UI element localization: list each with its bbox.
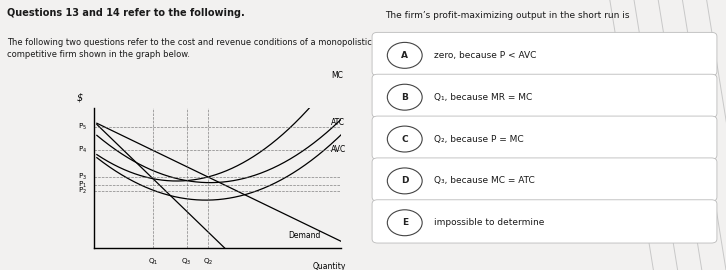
Text: AVC: AVC <box>331 145 346 154</box>
Circle shape <box>388 210 423 236</box>
FancyBboxPatch shape <box>372 32 717 76</box>
Text: Demand: Demand <box>288 231 320 240</box>
Text: ATC: ATC <box>331 118 346 127</box>
FancyBboxPatch shape <box>372 158 717 201</box>
Text: Q$_3$: Q$_3$ <box>182 257 192 267</box>
FancyBboxPatch shape <box>372 74 717 117</box>
Text: B: B <box>401 93 408 102</box>
Text: Q₁, because MR = MC: Q₁, because MR = MC <box>433 93 532 102</box>
Text: C: C <box>401 134 408 144</box>
FancyBboxPatch shape <box>372 200 717 243</box>
Text: Questions 13 and 14 refer to the following.: Questions 13 and 14 refer to the followi… <box>7 8 245 18</box>
Text: D: D <box>401 176 409 185</box>
Text: E: E <box>401 218 408 227</box>
Text: impossible to determine: impossible to determine <box>433 218 544 227</box>
Text: $: $ <box>76 92 83 102</box>
Text: Q$_2$: Q$_2$ <box>203 257 213 267</box>
Circle shape <box>388 42 423 68</box>
Text: P$_1$: P$_1$ <box>78 180 87 190</box>
Circle shape <box>388 126 423 152</box>
Circle shape <box>388 84 423 110</box>
Text: Q₃, because MC = ATC: Q₃, because MC = ATC <box>433 176 534 185</box>
FancyBboxPatch shape <box>372 116 717 159</box>
Text: Q₂, because P = MC: Q₂, because P = MC <box>433 134 523 144</box>
Text: P$_3$: P$_3$ <box>78 172 87 182</box>
Circle shape <box>388 168 423 194</box>
Text: A: A <box>401 51 408 60</box>
Text: P$_4$: P$_4$ <box>78 145 87 156</box>
Text: Q$_1$: Q$_1$ <box>147 257 158 267</box>
Text: MC: MC <box>331 71 343 80</box>
Text: P$_5$: P$_5$ <box>78 122 87 132</box>
Text: The firm’s profit-maximizing output in the short run is: The firm’s profit-maximizing output in t… <box>385 11 629 20</box>
Text: P$_2$: P$_2$ <box>78 186 87 196</box>
Text: zero, because P < AVC: zero, because P < AVC <box>433 51 537 60</box>
Text: The following two questions refer to the cost and revenue conditions of a monopo: The following two questions refer to the… <box>7 38 387 59</box>
Text: Quantity: Quantity <box>313 262 346 270</box>
